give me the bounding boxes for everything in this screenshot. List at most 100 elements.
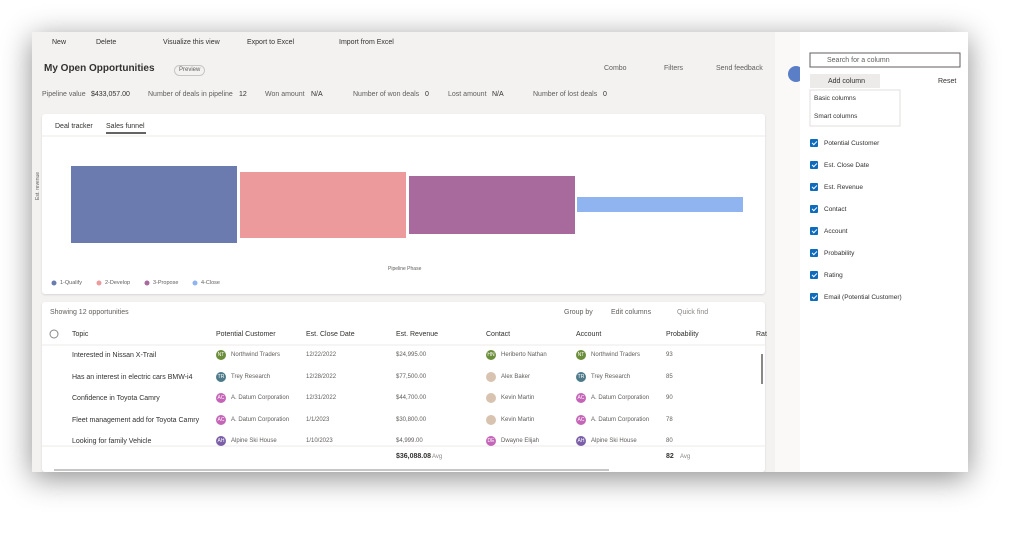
edit-columns-button[interactable]: Edit columns (611, 309, 652, 316)
date-cell: 1/1/2023 (306, 416, 330, 423)
add-column-button[interactable] (810, 74, 880, 88)
scrollbar[interactable] (761, 354, 763, 384)
revenue-cell: $24,995.00 (396, 352, 427, 358)
topic-cell[interactable]: Fleet management add for Toyota Camry (72, 416, 200, 424)
customer-cell: Trey Research (231, 373, 271, 380)
toolbar-button[interactable]: Delete (96, 39, 117, 46)
avatar-initials: AH (216, 436, 226, 446)
page-title: My Open Opportunities (44, 63, 155, 74)
topic-cell[interactable]: Has an interest in electric cars BMW-i4 (72, 373, 193, 381)
avatar-initials: AC (216, 393, 226, 403)
column-option[interactable]: Probability (824, 250, 855, 257)
toolbar-button[interactable]: Import from Excel (339, 39, 394, 46)
menu-item[interactable]: Smart columns (814, 113, 858, 120)
account-cell: Alpine Ski House (591, 438, 637, 444)
column-header[interactable]: Est. Revenue (396, 331, 439, 338)
avatar-initials: AC (216, 414, 226, 425)
account-cell: Trey Research (591, 373, 631, 380)
column-header[interactable]: Contact (486, 331, 511, 338)
column-option[interactable]: Email (Potential Customer) (824, 294, 902, 301)
side-panel (775, 32, 800, 472)
account-cell: A. Datum Corporation (591, 416, 650, 423)
toolbar-button[interactable]: New (52, 39, 67, 46)
topic-cell[interactable]: Looking for family Vehicle (72, 438, 152, 445)
topic-cell[interactable]: Interested in Nissan X-Trail (72, 352, 157, 359)
stat-label: Pipeline value (42, 91, 86, 98)
avatar-initials: HN (486, 350, 496, 360)
column-header[interactable]: Potential Customer (216, 331, 276, 338)
select-all[interactable] (49, 329, 59, 339)
funnel-stage (577, 197, 743, 212)
column-option[interactable]: Account (824, 228, 848, 235)
toolbar-button[interactable]: Export to Excel (247, 39, 295, 46)
scrollbar[interactable] (54, 469, 609, 471)
avatar-initials: TR (576, 371, 586, 382)
date-cell: 12/22/2022 (306, 352, 337, 358)
menu-item[interactable]: Basic columns (814, 95, 856, 102)
stat-label: Lost amount (448, 91, 487, 98)
funnel-stage (240, 172, 406, 238)
probability-cell: 78 (666, 416, 673, 423)
legend-dot (51, 280, 57, 286)
column-checkbox[interactable] (810, 249, 818, 257)
contact-cell: Alex Baker (501, 373, 531, 380)
group-by-button[interactable]: Group by (564, 309, 593, 316)
combo-button[interactable]: Combo (604, 65, 627, 72)
stat-value: 12 (239, 91, 247, 98)
toolbar-button[interactable]: Visualize this view (163, 39, 220, 46)
stat-label: Number of deals in pipeline (148, 91, 233, 98)
legend-label: 1-Qualify (60, 280, 83, 286)
column-checkbox[interactable] (810, 139, 818, 147)
quick-find[interactable]: Quick find (677, 309, 709, 316)
revenue-cell: $77,500.00 (396, 373, 427, 380)
date-cell: 1/10/2023 (306, 438, 333, 444)
column-checkbox[interactable] (810, 205, 818, 213)
topic-cell[interactable]: Confidence in Toyota Camry (72, 395, 160, 402)
column-header[interactable]: Topic (72, 331, 89, 338)
column-option[interactable]: Est. Revenue (824, 184, 864, 191)
probability-cell: 90 (666, 395, 673, 401)
column-checkbox[interactable] (810, 271, 818, 279)
stat-label: Number of won deals (353, 91, 420, 98)
tab[interactable]: Sales funnel (106, 123, 145, 130)
avatar-photo (486, 371, 496, 382)
add-column-label[interactable]: Add column (828, 78, 865, 85)
avatar-initials: DE (486, 436, 496, 446)
reset-button[interactable]: Reset (938, 78, 957, 85)
preview-badge: Preview (174, 65, 206, 76)
x-axis-label: Pipeline Phase (388, 266, 422, 272)
column-option[interactable]: Rating (824, 272, 843, 279)
column-header[interactable]: Est. Close Date (306, 331, 355, 338)
column-header[interactable]: Rat (756, 331, 767, 338)
app-window: New Delete Visualize this view Export to Ex… (32, 32, 968, 472)
stat-value: N/A (311, 91, 323, 98)
avatar-initials: NT (216, 350, 226, 360)
legend-dot (192, 280, 198, 286)
search-box[interactable] (809, 52, 961, 68)
contact-cell: Kevin Martin (501, 395, 535, 401)
column-checkbox[interactable] (810, 161, 818, 169)
column-option[interactable]: Contact (824, 206, 847, 213)
legend-label: 4-Close (201, 280, 220, 286)
record-count: Showing 12 opportunities (50, 309, 129, 316)
column-checkbox[interactable] (810, 293, 818, 301)
search-placeholder[interactable]: Search for a column (827, 57, 890, 64)
column-option[interactable]: Potential Customer (824, 140, 880, 147)
stat-label: Number of lost deals (533, 91, 598, 98)
funnel-stage (409, 176, 575, 234)
feedback-button[interactable]: Send feedback (716, 65, 763, 72)
avatar-initials: AC (576, 393, 586, 403)
column-option[interactable]: Est. Close Date (824, 162, 870, 169)
add-column-menu (809, 89, 901, 127)
stat-value: 0 (425, 91, 429, 98)
column-header[interactable]: Account (576, 331, 602, 338)
column-header[interactable]: Probability (666, 331, 699, 338)
avatar-initials: AH (576, 436, 586, 446)
customer-cell: A. Datum Corporation (231, 395, 290, 401)
revenue-cell: $44,700.00 (396, 395, 427, 401)
filters-button[interactable]: Filters (664, 65, 684, 72)
column-checkbox[interactable] (810, 183, 818, 191)
column-checkbox[interactable] (810, 227, 818, 235)
stat-value: 0 (603, 91, 607, 98)
tab[interactable]: Deal tracker (55, 123, 93, 130)
